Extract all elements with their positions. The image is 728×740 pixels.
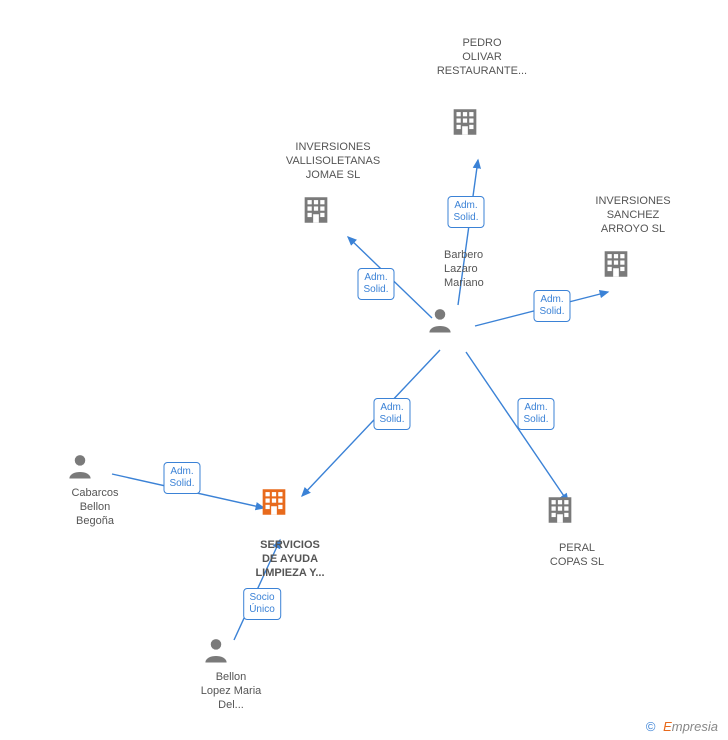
- node-label: INVERSIONES VALLISOLETANAS JOMAE SL: [263, 141, 403, 182]
- node-label: PEDRO OLIVAR RESTAURANTE...: [412, 37, 552, 78]
- node-label: PERAL COPAS SL: [507, 542, 647, 570]
- node-label: SERVICIOS DE AYUDA LIMPIEZA Y...: [220, 539, 360, 580]
- node-label: Cabarcos Bellon Begoña: [25, 487, 165, 528]
- node-label-text: Bellon Lopez Maria Del...: [161, 671, 301, 712]
- edge-label: Adm. Solid.: [373, 398, 410, 430]
- node-label: INVERSIONES SANCHEZ ARROYO SL: [563, 195, 703, 236]
- person-icon[interactable]: [201, 635, 231, 670]
- node-label-text: PEDRO OLIVAR RESTAURANTE...: [412, 37, 552, 78]
- edge-label: Socio Único: [243, 588, 281, 620]
- node-label-text: INVERSIONES VALLISOLETANAS JOMAE SL: [263, 141, 403, 182]
- building-icon[interactable]: [599, 247, 633, 286]
- building-icon[interactable]: [299, 193, 333, 232]
- brand-first-letter: E: [663, 719, 672, 734]
- edge-label: Adm. Solid.: [163, 462, 200, 494]
- building-icon[interactable]: [448, 105, 482, 144]
- person-icon[interactable]: [425, 305, 455, 340]
- node-label-text: PERAL COPAS SL: [507, 542, 647, 570]
- diagram-canvas: PEDRO OLIVAR RESTAURANTE... INVERSIONES …: [0, 0, 728, 740]
- edge-label: Adm. Solid.: [447, 196, 484, 228]
- brand-rest: mpresia: [672, 719, 718, 734]
- watermark: © Empresia: [646, 719, 718, 734]
- edge-line: [302, 350, 440, 496]
- node-label-text: SERVICIOS DE AYUDA LIMPIEZA Y...: [220, 539, 360, 580]
- edges-layer: [0, 0, 728, 740]
- edge-label: Adm. Solid.: [357, 268, 394, 300]
- building-icon[interactable]: [543, 493, 577, 532]
- copyright-symbol: ©: [646, 719, 656, 734]
- node-label-text: INVERSIONES SANCHEZ ARROYO SL: [563, 195, 703, 236]
- node-label-text: Cabarcos Bellon Begoña: [25, 487, 165, 528]
- edge-label: Adm. Solid.: [517, 398, 554, 430]
- person-icon[interactable]: [65, 451, 95, 486]
- node-label: Barbero Lazaro Mariano: [444, 249, 534, 290]
- node-label: Bellon Lopez Maria Del...: [161, 671, 301, 712]
- building-icon[interactable]: [257, 485, 291, 524]
- edge-label: Adm. Solid.: [533, 290, 570, 322]
- node-label-text: Barbero Lazaro Mariano: [444, 249, 534, 290]
